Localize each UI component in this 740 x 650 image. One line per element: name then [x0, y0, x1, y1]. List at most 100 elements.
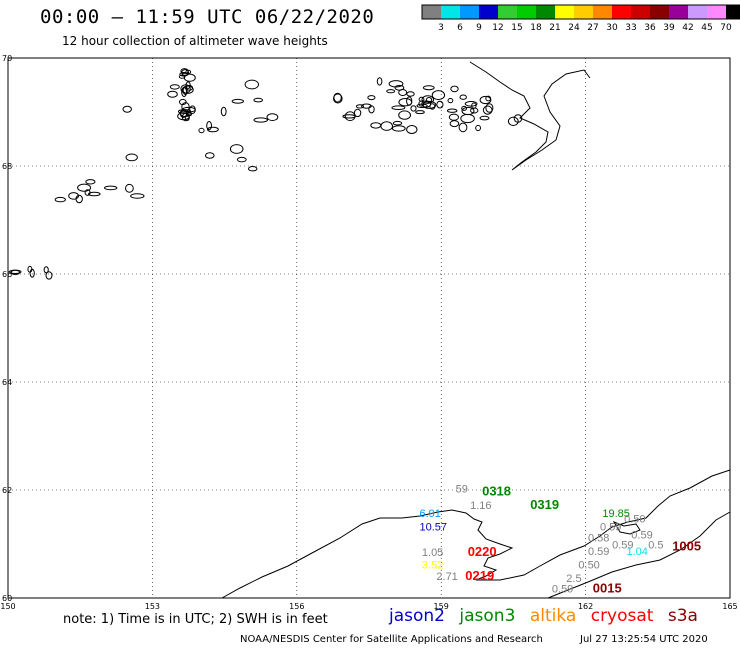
lake-outline — [431, 90, 446, 101]
wave-height-label: 6.91 — [420, 508, 441, 520]
lake-outline — [448, 113, 459, 121]
colorbar-tick-label: 70 — [720, 23, 732, 33]
lake-outline — [450, 85, 459, 93]
legend-altika: altika — [529, 606, 577, 626]
lake-outline — [447, 108, 458, 113]
colorbar-swatch — [631, 5, 650, 19]
lake-outline — [88, 191, 101, 197]
lake-outline — [130, 193, 145, 199]
lake-outline — [125, 153, 138, 162]
wave-height-label: 3.52 — [422, 559, 443, 571]
lake-outline — [84, 189, 91, 196]
lake-outline — [8, 269, 22, 274]
lake-outline — [415, 110, 425, 115]
lake-outline — [244, 79, 260, 90]
lake-outline — [75, 194, 83, 204]
colorbar-swatch — [574, 5, 593, 19]
lake-outline — [124, 183, 134, 193]
lake-outline — [422, 85, 435, 91]
lake-outline — [179, 98, 187, 106]
lake-outline — [220, 106, 227, 117]
wave-height-label: 0.5 — [648, 539, 663, 551]
wave-height-label: 0219 — [465, 568, 494, 583]
coastline — [221, 61, 731, 599]
colorbar-tick-label: 15 — [511, 23, 522, 33]
lake-outline — [344, 111, 356, 122]
wave-height-label: 1.16 — [470, 500, 491, 512]
lake-outline — [253, 97, 264, 103]
lake-outline — [43, 266, 49, 274]
bay-outline — [612, 520, 641, 535]
latitude-label: 64 — [2, 378, 12, 387]
colorbar-tick-label: 39 — [663, 23, 675, 33]
lake-outline — [370, 122, 382, 129]
lake-outline — [398, 98, 413, 107]
wave-height-label: 0319 — [530, 497, 559, 512]
lakes — [8, 68, 523, 280]
colorbar-tick-label: 45 — [701, 23, 712, 33]
lake-outline — [122, 105, 132, 113]
lake-outline — [253, 117, 269, 123]
lake-outline — [392, 120, 403, 126]
wave-height-label: 2.71 — [436, 571, 457, 583]
lake-outline — [186, 111, 193, 117]
colorbar-tick-label: 24 — [568, 23, 580, 33]
lake-outline — [77, 183, 92, 192]
lake-outline — [410, 105, 417, 112]
lake-outline — [421, 95, 435, 104]
lake-outline — [513, 114, 523, 123]
lake-outline — [398, 110, 412, 120]
lake-outline — [169, 84, 180, 90]
lake-outline — [54, 196, 66, 203]
lake-outline — [198, 127, 205, 134]
lake-outline — [85, 179, 96, 185]
page-title: 00:00 – 11:59 UTC 06/22/2020 — [40, 6, 375, 28]
northern-coastline — [469, 61, 591, 171]
colorbar-tick-label: 9 — [476, 23, 482, 33]
colorbar-tick-label: 18 — [530, 23, 542, 33]
longitude-label: 153 — [145, 602, 160, 611]
wave-height-label: 0.50 — [624, 513, 645, 525]
lake-outline — [479, 115, 490, 121]
colorbar-tick-label: 30 — [606, 23, 618, 33]
lake-outline — [177, 109, 192, 114]
colorbar-swatch — [593, 5, 612, 19]
lake-outline — [205, 152, 215, 159]
wave-height-label: 1005 — [672, 539, 701, 554]
lake-outline — [104, 185, 118, 191]
lake-outline — [482, 105, 493, 115]
lake-outline — [231, 98, 245, 104]
lake-outline — [460, 113, 475, 124]
lake-outline — [461, 105, 468, 111]
mainland-coastline — [221, 469, 731, 599]
colorbar-swatch — [707, 5, 726, 19]
graticule — [7, 57, 731, 599]
wave-height-label: 0.50 — [578, 559, 599, 571]
lake-outline — [181, 102, 190, 112]
colorbar-swatch — [441, 5, 460, 19]
lake-outline — [355, 104, 365, 109]
lake-outline — [388, 80, 404, 88]
wave-height-label: 0.59 — [552, 584, 573, 596]
wave-height-label: 19.85 — [602, 508, 630, 520]
wave-height-label: 1.04 — [627, 546, 648, 558]
lake-outline — [507, 116, 519, 127]
page-subtitle: 12 hour collection of altimeter wave hei… — [62, 34, 328, 48]
wave-height-label: 0015 — [593, 581, 622, 596]
colorbar-tick-label: 3 — [438, 23, 444, 33]
lake-outline — [458, 122, 468, 133]
lake-outline — [380, 121, 394, 131]
footer-note: note: 1) Time is in UTC; 2) SWH is in fe… — [63, 612, 328, 627]
lake-outline — [248, 166, 258, 172]
wave-height-label: 0220 — [468, 544, 497, 559]
lake-outline — [479, 95, 492, 105]
colorbar-swatch — [612, 5, 631, 19]
latitude-label: 68 — [2, 162, 12, 171]
lake-outline — [459, 94, 467, 100]
longitude-label: 165 — [722, 602, 737, 611]
lake-outline — [391, 125, 406, 132]
lake-outline — [45, 271, 53, 280]
lake-outline — [425, 97, 433, 103]
wave-height-label: 0.59 — [588, 546, 609, 558]
